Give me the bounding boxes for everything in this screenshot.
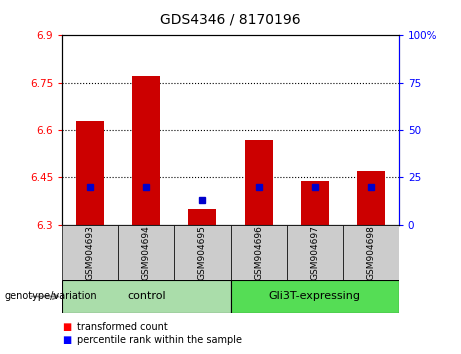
Text: control: control (127, 291, 165, 302)
Text: GDS4346 / 8170196: GDS4346 / 8170196 (160, 12, 301, 27)
Bar (132, 76, 160, 225)
Bar (118, 225, 174, 280)
Bar (230, 225, 287, 280)
Bar (287, 225, 343, 280)
Bar (357, 171, 385, 225)
Text: Gli3T-expressing: Gli3T-expressing (269, 291, 361, 302)
Bar (174, 225, 230, 280)
Text: GSM904697: GSM904697 (310, 225, 319, 280)
Text: GSM904694: GSM904694 (142, 225, 151, 280)
Bar (76, 121, 104, 225)
Text: transformed count: transformed count (77, 322, 168, 332)
Text: GSM904693: GSM904693 (86, 225, 95, 280)
Bar (230, 280, 399, 313)
Bar (189, 209, 217, 225)
Text: ■: ■ (62, 322, 71, 332)
Text: GSM904696: GSM904696 (254, 225, 263, 280)
Text: genotype/variation: genotype/variation (5, 291, 97, 302)
Text: percentile rank within the sample: percentile rank within the sample (77, 335, 242, 345)
Text: ■: ■ (62, 335, 71, 345)
Bar (62, 225, 118, 280)
Bar (301, 181, 329, 225)
Text: GSM904695: GSM904695 (198, 225, 207, 280)
Bar (343, 225, 399, 280)
Bar (244, 139, 272, 225)
Bar (62, 280, 230, 313)
Text: GSM904698: GSM904698 (366, 225, 375, 280)
